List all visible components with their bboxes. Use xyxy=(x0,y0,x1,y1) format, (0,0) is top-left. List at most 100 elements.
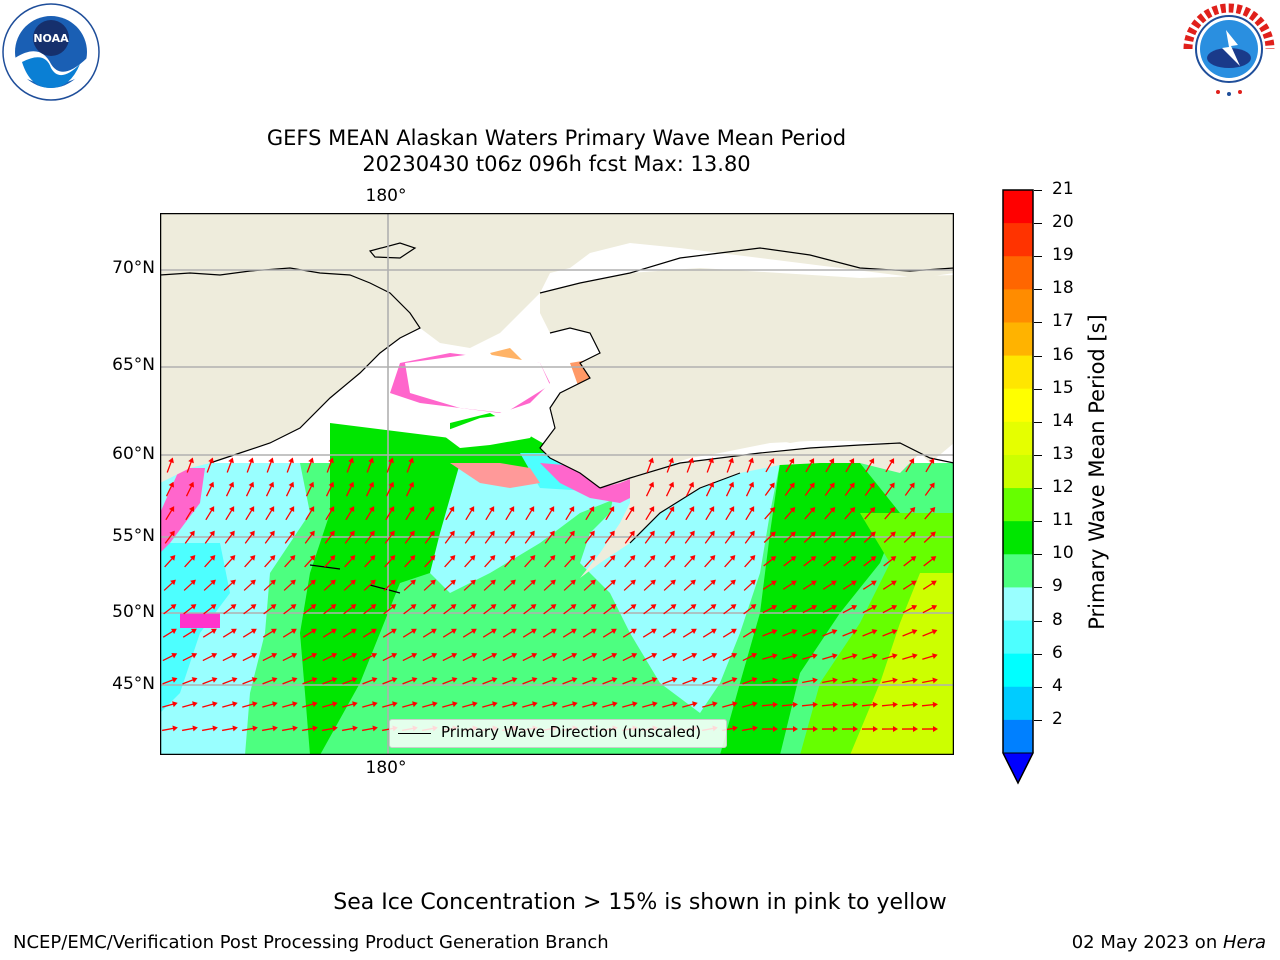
direction-arrow xyxy=(822,604,838,614)
direction-arrow xyxy=(203,604,217,615)
colorbar-tick-label: 9 xyxy=(1052,576,1063,597)
direction-arrow xyxy=(682,677,698,685)
direction-arrow xyxy=(504,555,516,568)
legend-label: Primary Wave Direction (unscaled) xyxy=(441,723,702,741)
direction-arrow xyxy=(663,604,677,615)
direction-arrow xyxy=(884,482,895,496)
direction-arrow xyxy=(263,604,277,615)
direction-arrow xyxy=(925,458,935,473)
direction-arrow xyxy=(262,677,278,685)
direction-arrow xyxy=(362,677,378,685)
direction-arrow xyxy=(404,530,415,544)
direction-arrow xyxy=(383,604,397,615)
direction-arrow xyxy=(702,677,718,685)
footer-date-text: 02 May 2023 on xyxy=(1071,932,1223,953)
direction-arrow xyxy=(882,604,898,614)
direction-arrow xyxy=(422,701,438,708)
lon-label-bottom: 180° xyxy=(365,758,407,778)
direction-arrow xyxy=(422,652,438,662)
direction-arrow xyxy=(624,530,635,544)
direction-arrow xyxy=(902,604,918,614)
land-masses xyxy=(160,213,954,578)
direction-arrow xyxy=(384,530,395,544)
direction-arrow xyxy=(522,628,537,638)
colorbar-extend-arrow xyxy=(1002,752,1034,785)
direction-arrow xyxy=(202,701,218,708)
direction-arrow xyxy=(683,579,696,591)
direction-arrow xyxy=(625,506,635,521)
direction-arrow xyxy=(503,604,517,615)
direction-arrow xyxy=(706,457,714,473)
direction-arrow xyxy=(582,628,597,638)
direction-arrow xyxy=(284,555,296,568)
direction-arrow xyxy=(245,481,255,497)
direction-arrow xyxy=(322,677,338,685)
direction-arrow xyxy=(182,701,198,708)
direction-arrow xyxy=(684,555,696,568)
direction-arrow xyxy=(522,701,538,708)
colorbar-tick-mark xyxy=(1034,355,1042,357)
direction-arrow xyxy=(244,530,255,544)
direction-arrow xyxy=(922,629,938,637)
direction-arrow xyxy=(502,628,517,638)
noaa-logo: NOAA xyxy=(0,2,102,102)
colorbar-tick-label: 8 xyxy=(1052,609,1063,630)
direction-arrow xyxy=(203,579,216,591)
map-panel xyxy=(159,212,955,756)
direction-arrow xyxy=(185,506,195,521)
direction-arrow xyxy=(802,580,817,590)
direction-arrow xyxy=(804,506,816,520)
colorbar-tick-mark xyxy=(1034,388,1042,390)
direction-arrow xyxy=(923,531,936,543)
direction-arrow xyxy=(726,457,734,473)
graticule xyxy=(160,213,954,755)
direction-arrow xyxy=(603,604,617,615)
direction-arrow xyxy=(722,701,738,708)
direction-arrow xyxy=(645,481,655,497)
direction-arrow xyxy=(764,482,775,496)
colorbar-tick-mark xyxy=(1034,719,1042,721)
wave-direction-arrows xyxy=(162,457,938,732)
legend-line-symbol xyxy=(398,733,431,734)
direction-arrow xyxy=(642,652,658,662)
colorbar-segment xyxy=(1003,587,1033,622)
direction-arrow xyxy=(464,530,475,544)
direction-arrow xyxy=(285,506,295,521)
direction-arrow xyxy=(902,653,918,660)
direction-arrow xyxy=(582,677,598,685)
direction-arrow xyxy=(725,506,735,521)
direction-arrow xyxy=(742,677,758,685)
direction-arrow xyxy=(762,580,777,590)
colorbar-tick-mark xyxy=(1034,587,1042,589)
field-8-9s-central xyxy=(430,463,630,593)
direction-arrow xyxy=(484,530,495,544)
lat-label-50: 50°N xyxy=(112,602,155,622)
colorbar-tick-label: 11 xyxy=(1052,510,1074,531)
lat-label-65: 65°N xyxy=(112,355,155,375)
direction-arrow xyxy=(222,701,238,708)
direction-arrow xyxy=(642,628,657,638)
direction-arrow xyxy=(482,677,498,685)
direction-arrow xyxy=(403,579,416,591)
direction-arrow xyxy=(744,555,756,568)
direction-arrow xyxy=(364,555,376,568)
direction-arrow xyxy=(665,506,675,521)
colorbar-segment xyxy=(1003,388,1033,423)
direction-arrow xyxy=(462,628,477,638)
direction-arrow xyxy=(763,531,776,543)
colorbar-tick-label: 21 xyxy=(1052,179,1074,199)
direction-arrow xyxy=(402,677,418,685)
direction-arrow xyxy=(302,652,318,662)
direction-arrow xyxy=(343,579,356,591)
direction-arrow xyxy=(902,677,918,684)
colorbar-tick-mark xyxy=(1034,289,1042,291)
direction-arrow xyxy=(565,506,575,521)
direction-arrow xyxy=(225,506,235,521)
colorbar-tick-label: 15 xyxy=(1052,377,1074,398)
direction-arrow xyxy=(482,652,498,662)
svg-text:NOAA: NOAA xyxy=(33,32,69,45)
direction-arrow xyxy=(781,725,798,732)
direction-arrow xyxy=(842,677,858,684)
direction-arrow xyxy=(742,701,758,708)
direction-arrow xyxy=(544,530,555,544)
